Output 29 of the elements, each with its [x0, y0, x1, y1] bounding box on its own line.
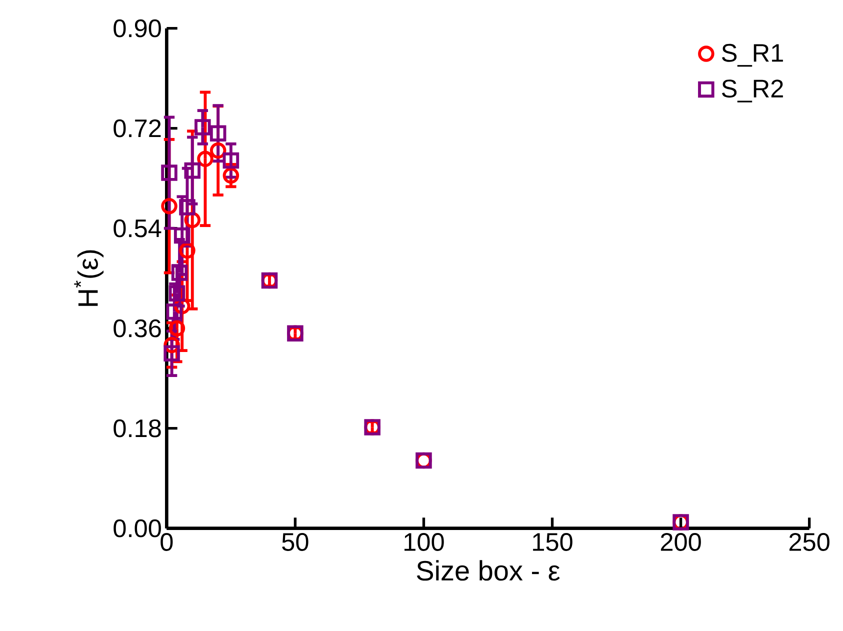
y-tick-label: 0.36	[114, 319, 161, 338]
point	[179, 199, 196, 216]
point	[222, 167, 240, 184]
x-tick-label: 250	[789, 533, 830, 551]
x-tick-label: 150	[533, 533, 572, 551]
y-tick-label: 0.54	[114, 219, 162, 238]
x-tick-label: 50	[282, 533, 308, 551]
y-tick-label: 0.72	[114, 119, 161, 138]
point	[222, 152, 240, 169]
x-tick-label: 200	[660, 533, 701, 551]
point	[179, 242, 196, 259]
x-tick-label: 0	[160, 533, 173, 551]
legend-label: S_R1	[722, 44, 783, 67]
point	[210, 142, 226, 159]
y-axis-title: H$^{*}$(ε)	[74, 250, 104, 306]
y-tick-label: 0.00	[114, 519, 161, 538]
point	[164, 345, 180, 362]
point	[197, 150, 214, 168]
point	[161, 164, 178, 181]
point	[161, 198, 178, 214]
x-axis-title: Size box - ε	[416, 560, 560, 581]
x-tick-label: 100	[404, 533, 444, 551]
point	[166, 304, 183, 320]
y-tick-label: 0.18	[114, 419, 161, 438]
legend-label: S_R2	[722, 80, 783, 102]
point	[168, 285, 186, 302]
y-tick-label: 0.90	[114, 19, 161, 38]
point	[210, 125, 226, 142]
point	[184, 162, 201, 179]
